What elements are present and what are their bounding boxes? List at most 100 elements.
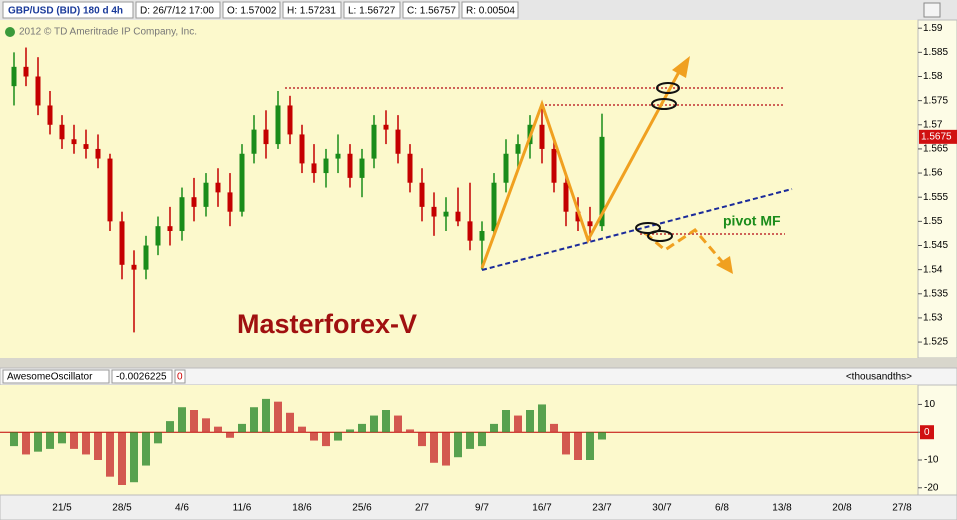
oscillator-bar — [22, 432, 30, 455]
close: C: 1.56757 — [407, 6, 456, 17]
zero-box — [920, 425, 934, 440]
oscillator-bar — [526, 410, 534, 433]
oscillator-bar — [250, 407, 258, 433]
x-tick-label: 4/6 — [175, 503, 189, 514]
candle-body — [323, 158, 329, 174]
oscillator-bar — [262, 398, 270, 433]
candle-body — [587, 221, 593, 227]
candle-body — [563, 182, 569, 212]
oscillator-bar — [538, 404, 546, 433]
marker-ellipse — [635, 222, 661, 234]
field-box — [2, 369, 110, 384]
oscillator-bar — [406, 429, 414, 433]
oscillator-bar — [202, 418, 210, 433]
x-tick-label: 11/6 — [233, 503, 252, 514]
oscillator-axis — [917, 384, 957, 496]
candle-body — [599, 136, 605, 227]
candle-body — [503, 153, 509, 183]
candle-body — [59, 124, 65, 140]
range: R: 0.00504 — [466, 6, 515, 17]
watermark: Masterforex-V — [237, 309, 417, 339]
candle-body — [479, 231, 485, 241]
y-tick-label: 1.565 — [923, 144, 948, 155]
last-price-label: 1.5675 — [921, 131, 952, 142]
oscillator-zero: 0 — [177, 372, 183, 383]
oscillator-bar — [418, 432, 426, 447]
candle-body — [239, 153, 245, 212]
y-tick-label: 1.555 — [923, 192, 948, 203]
y-tick-label: 1.55 — [923, 216, 943, 227]
separator — [0, 358, 957, 368]
candle-body — [287, 105, 293, 135]
candle-body — [179, 197, 185, 232]
high: H: 1.57231 — [287, 6, 336, 17]
oscillator-bar — [286, 412, 294, 433]
y-tick-label: 1.54 — [923, 264, 943, 275]
oscillator-bar — [34, 432, 42, 452]
oscillator-title: AwesomeOscillator — [7, 372, 93, 383]
oscillator-bar — [430, 432, 438, 463]
oscillator-bar — [346, 429, 354, 433]
oscillator-bar — [142, 432, 150, 466]
oscillator-bar — [382, 410, 390, 433]
oscillator-bar — [562, 432, 570, 455]
y-tick-label: 1.58 — [923, 71, 943, 82]
x-tick-label: 13/8 — [772, 503, 792, 514]
candle-body — [47, 105, 53, 125]
y-tick-label: -10 — [924, 455, 939, 466]
candle-body — [263, 129, 269, 145]
oscillator-bar — [82, 432, 90, 455]
oscillator-bar — [214, 426, 222, 433]
x-tick-label: 20/8 — [832, 503, 852, 514]
oscillator-bar — [298, 426, 306, 433]
oscillator-bar — [154, 432, 162, 444]
candle-body — [359, 158, 365, 178]
oscillator-bar — [454, 432, 462, 458]
y-tick-label: -20 — [924, 482, 939, 493]
x-tick-label: 21/5 — [52, 503, 72, 514]
oscillator-bar — [70, 432, 78, 449]
main-plot — [0, 20, 918, 358]
oscillator-bar — [502, 410, 510, 433]
candle-body — [551, 148, 557, 183]
y-tick-label: 1.545 — [923, 240, 948, 251]
candle-body — [23, 66, 29, 77]
x-tick-label: 6/8 — [715, 503, 729, 514]
oscillator-bar — [238, 423, 246, 433]
candle-body — [131, 264, 137, 270]
oscillator-bar — [586, 432, 594, 460]
oscillator-bar — [466, 432, 474, 449]
oscillator-bar — [58, 432, 66, 444]
oscillator-value: -0.0026225 — [116, 372, 167, 383]
y-tick-label: 10 — [924, 399, 936, 410]
y-tick-label: 1.585 — [923, 47, 948, 58]
x-tick-label: 28/5 — [112, 503, 132, 514]
marker-ellipse — [656, 82, 680, 94]
wave-line — [480, 69, 682, 269]
oscillator-bar — [46, 432, 54, 449]
candle-body — [155, 226, 161, 246]
y-tick-label: 1.575 — [923, 95, 948, 106]
candle-body — [83, 144, 89, 149]
y-tick-label: 1.57 — [923, 119, 943, 130]
candle-body — [167, 226, 173, 232]
date: D: 26/7/12 17:00 — [140, 6, 214, 17]
oscillator-bar — [550, 423, 558, 433]
oscillator-bar — [190, 410, 198, 433]
x-tick-label: 2/7 — [415, 503, 429, 514]
candle-body — [95, 148, 101, 159]
candle-body — [227, 192, 233, 212]
candle-body — [371, 124, 377, 159]
candle-body — [275, 105, 281, 145]
copyright: 2012 © TD Ameritrade IP Company, Inc. — [19, 27, 197, 38]
oscillator-unit: <thousandths> — [846, 372, 912, 383]
oscillator-bar — [226, 432, 234, 438]
x-tick-label: 18/6 — [292, 503, 312, 514]
field-box — [222, 1, 281, 19]
candle-body — [383, 124, 389, 130]
x-tick-label: 9/7 — [475, 503, 489, 514]
oscillator-bar — [358, 423, 366, 433]
oscillator-bar — [598, 432, 606, 440]
window-button[interactable] — [923, 2, 941, 18]
